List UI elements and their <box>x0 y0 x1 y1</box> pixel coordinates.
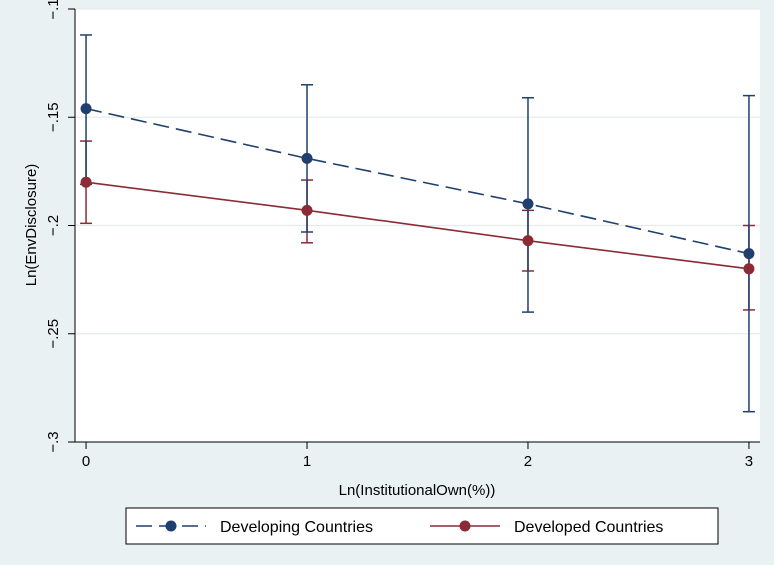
legend-box <box>125 507 719 545</box>
series-line <box>85 181 750 270</box>
y-tick-label: −.1 <box>45 0 62 20</box>
series-lines <box>85 107 750 270</box>
x-tick-label: 3 <box>745 453 753 470</box>
series-point <box>743 263 755 275</box>
series-line <box>85 107 750 255</box>
legend: Developing Countries Developed Countries <box>125 507 719 545</box>
y-ticks: −.3 −.25 −.2 −.15 −.1 <box>45 0 75 453</box>
legend-marker <box>459 520 471 532</box>
x-tick-label: 2 <box>524 453 532 470</box>
y-tick-label: −.2 <box>45 215 62 236</box>
series-point <box>743 248 755 260</box>
series-point <box>301 204 313 216</box>
series-point <box>301 152 313 164</box>
y-tick-label: −.3 <box>45 431 62 452</box>
series-point <box>522 198 534 210</box>
series-point <box>80 103 92 115</box>
x-axis-title: Ln(InstitutionalOwn(%)) <box>339 482 496 499</box>
x-tick-label: 1 <box>303 453 311 470</box>
legend-marker <box>165 520 177 532</box>
x-ticks: 0 1 2 3 <box>82 442 753 470</box>
y-tick-label: −.25 <box>45 319 62 349</box>
series-markers <box>80 103 755 275</box>
legend-label: Developed Countries <box>514 519 663 536</box>
y-tick-label: −.15 <box>45 102 62 132</box>
legend-label: Developing Countries <box>220 519 373 536</box>
series-point <box>80 176 92 188</box>
y-axis-title: Ln(EnvDisclosure) <box>23 164 40 287</box>
x-tick-label: 0 <box>82 453 90 470</box>
series-point <box>522 235 534 247</box>
